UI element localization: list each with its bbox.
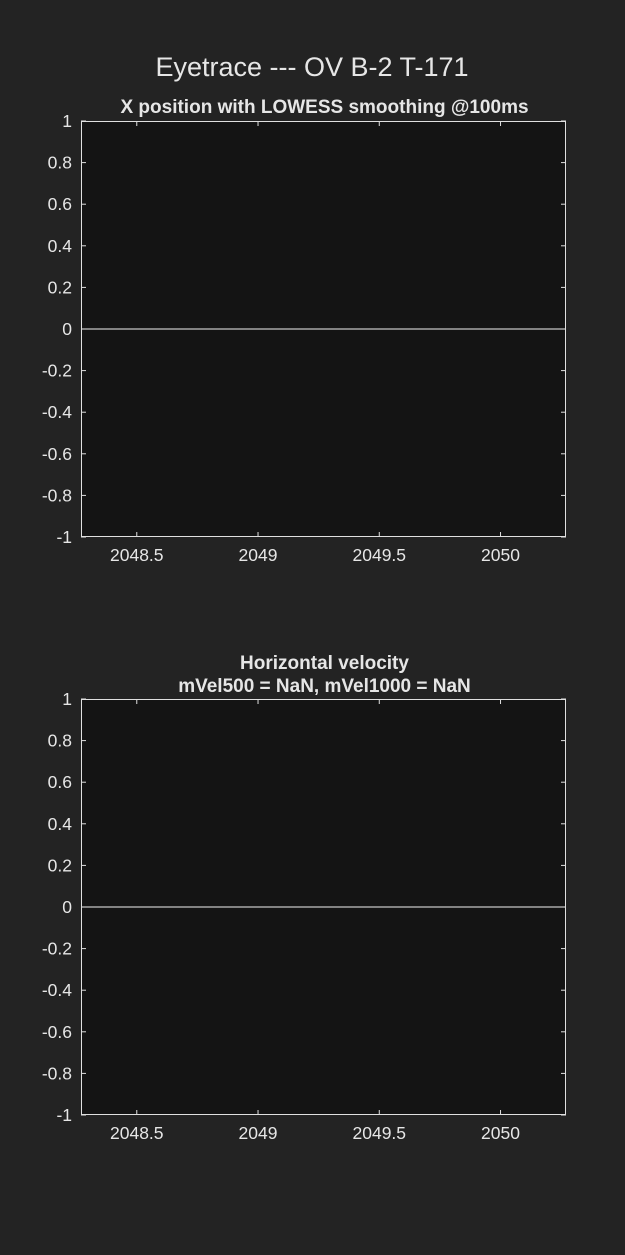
x-tick-label: 2048.5 xyxy=(110,545,164,565)
y-tick-label: 0 xyxy=(62,319,72,339)
y-tick-label: -0.4 xyxy=(42,402,72,422)
y-tick-label: 0.8 xyxy=(48,731,72,751)
axes-frame xyxy=(81,699,566,1115)
y-tick-label: 0.6 xyxy=(48,194,72,214)
y-tick-label: 0 xyxy=(62,897,72,917)
y-tick-label: -0.2 xyxy=(42,361,72,381)
y-tick-label: 1 xyxy=(62,111,72,131)
x-tick-label: 2049.5 xyxy=(353,545,407,565)
x-tick-label: 2048.5 xyxy=(110,1123,164,1143)
x-tick-label: 2050 xyxy=(481,545,520,565)
x-tick-label: 2049 xyxy=(239,1123,278,1143)
y-tick-label: 0.4 xyxy=(48,236,73,256)
x-tick-label: 2049 xyxy=(239,545,278,565)
y-tick-label: -0.6 xyxy=(42,444,72,464)
axes-title-line: Horizontal velocity xyxy=(240,653,409,674)
x-tick-label: 2049.5 xyxy=(353,1123,407,1143)
axes-x-position: X position with LOWESS smoothing @100ms 1… xyxy=(42,97,566,565)
y-tick-label: -0.4 xyxy=(42,980,72,1000)
y-tick-label: 0.4 xyxy=(48,814,73,834)
y-tick-label: -1 xyxy=(56,1105,72,1125)
y-tick-label: -1 xyxy=(56,527,72,547)
x-tick-label: 2050 xyxy=(481,1123,520,1143)
axes-title-line: mVel500 = NaN, mVel1000 = NaN xyxy=(178,676,471,697)
y-tick-label: 0.2 xyxy=(48,855,72,875)
y-tick-label: -0.2 xyxy=(42,939,72,959)
y-tick-label: 0.8 xyxy=(48,153,72,173)
figure-title: Eyetrace --- OV B-2 T-171 xyxy=(155,52,468,82)
y-tick-label: 1 xyxy=(62,689,72,709)
axes-title-line: X position with LOWESS smoothing @100ms xyxy=(120,97,528,118)
y-tick-label: -0.6 xyxy=(42,1022,72,1042)
axes-frame xyxy=(81,121,566,537)
y-tick-label: -0.8 xyxy=(42,1063,72,1083)
y-tick-label: 0.6 xyxy=(48,772,72,792)
y-tick-label: -0.8 xyxy=(42,485,72,505)
y-tick-label: 0.2 xyxy=(48,277,72,297)
